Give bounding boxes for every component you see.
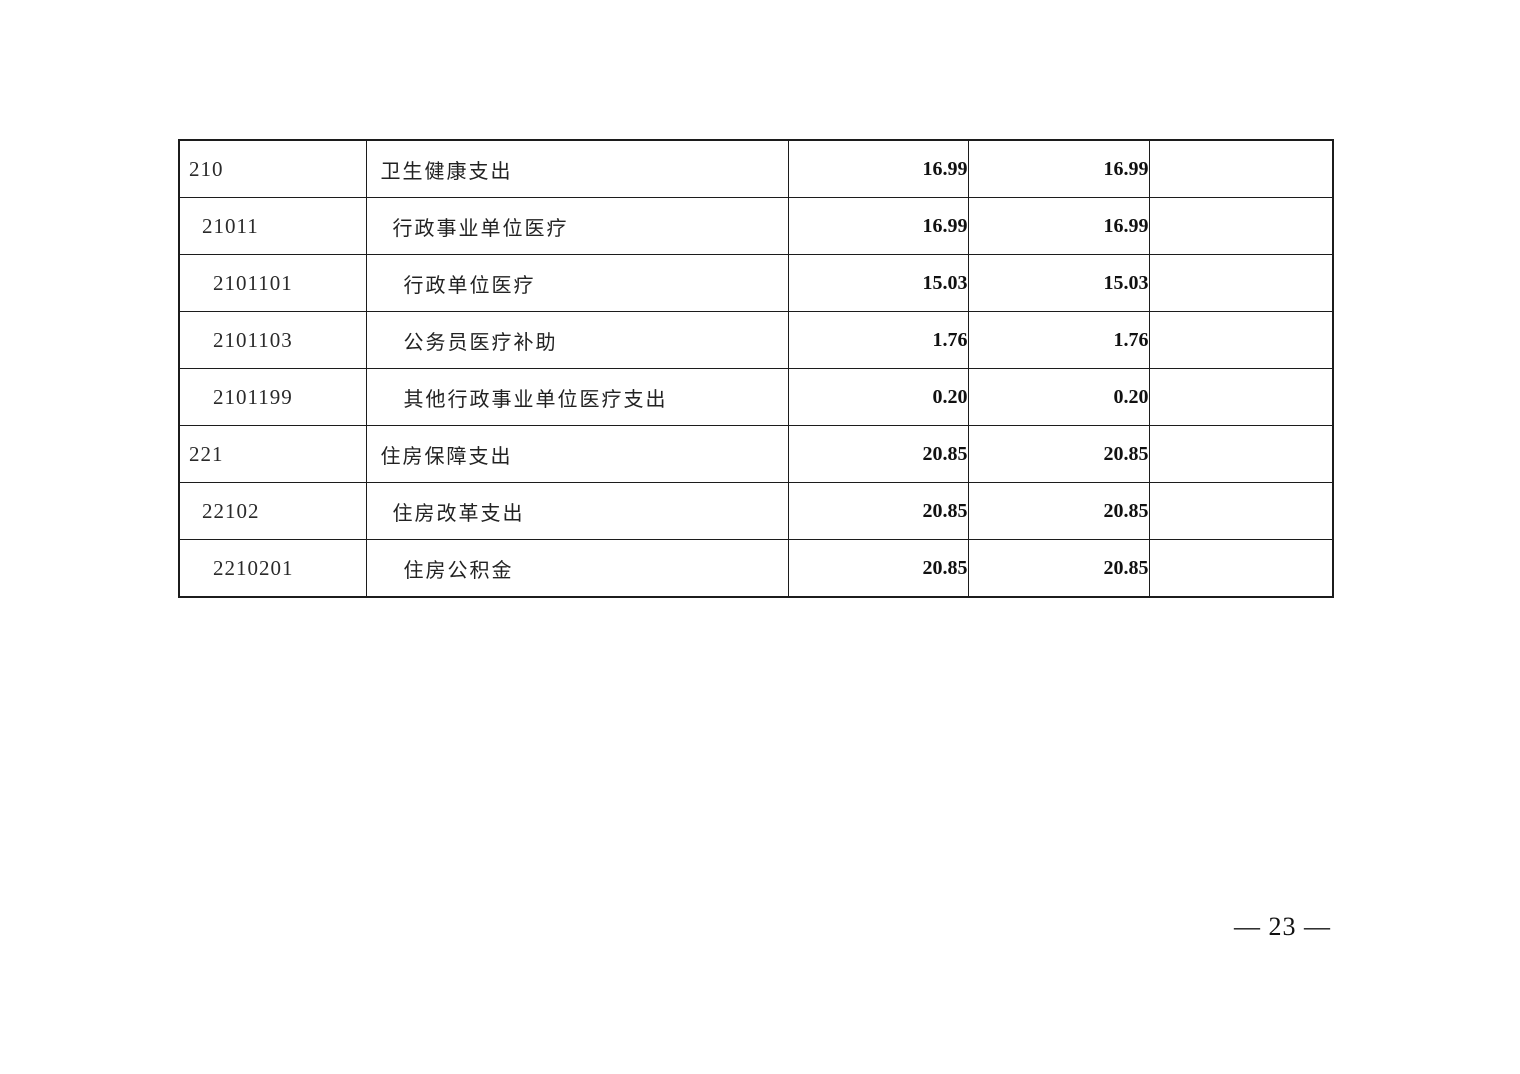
budget-code-cell: 2101103 <box>178 311 367 369</box>
notes-cell <box>1148 197 1334 255</box>
notes-cell <box>1148 368 1334 426</box>
notes-cell <box>1148 139 1334 198</box>
table-row: 22102 住房改革支出 20.85 20.85 <box>178 482 1334 540</box>
budget-code-cell: 221 <box>178 425 367 483</box>
amount-2-cell: 0.20 <box>967 368 1150 426</box>
budget-code-cell: 22102 <box>178 482 367 540</box>
table-row: 2101199 其他行政事业单位医疗支出 0.20 0.20 <box>178 368 1334 426</box>
notes-cell <box>1148 482 1334 540</box>
table-row: 2101103 公务员医疗补助 1.76 1.76 <box>178 311 1334 369</box>
item-name-cell: 公务员医疗补助 <box>365 311 789 369</box>
notes-cell <box>1148 311 1334 369</box>
amount-2-cell: 20.85 <box>967 539 1150 598</box>
table-row: 210 卫生健康支出 16.99 16.99 <box>178 139 1334 198</box>
item-name-cell: 行政事业单位医疗 <box>365 197 789 255</box>
table-row: 221 住房保障支出 20.85 20.85 <box>178 425 1334 483</box>
amount-1-cell: 16.99 <box>787 197 969 255</box>
amount-2-cell: 16.99 <box>967 139 1150 198</box>
amount-1-cell: 20.85 <box>787 482 969 540</box>
amount-1-cell: 20.85 <box>787 425 969 483</box>
budget-code-cell: 21011 <box>178 197 367 255</box>
item-name-cell: 其他行政事业单位医疗支出 <box>365 368 789 426</box>
budget-table: 210 卫生健康支出 16.99 16.99 21011 行政事业单位医疗 16… <box>178 139 1334 598</box>
amount-1-cell: 16.99 <box>787 139 969 198</box>
amount-1-cell: 20.85 <box>787 539 969 598</box>
amount-2-cell: 1.76 <box>967 311 1150 369</box>
amount-2-cell: 20.85 <box>967 482 1150 540</box>
budget-code-cell: 2101101 <box>178 254 367 312</box>
budget-table-body: 210 卫生健康支出 16.99 16.99 21011 行政事业单位医疗 16… <box>178 139 1334 598</box>
budget-code-cell: 210 <box>178 139 367 198</box>
notes-cell <box>1148 254 1334 312</box>
budget-code-cell: 2210201 <box>178 539 367 598</box>
amount-2-cell: 15.03 <box>967 254 1150 312</box>
notes-cell <box>1148 539 1334 598</box>
amount-2-cell: 20.85 <box>967 425 1150 483</box>
table-row: 21011 行政事业单位医疗 16.99 16.99 <box>178 197 1334 255</box>
item-name-cell: 住房改革支出 <box>365 482 789 540</box>
amount-1-cell: 0.20 <box>787 368 969 426</box>
amount-1-cell: 1.76 <box>787 311 969 369</box>
item-name-cell: 行政单位医疗 <box>365 254 789 312</box>
page-number: — 23 — <box>1234 912 1331 941</box>
notes-cell <box>1148 425 1334 483</box>
item-name-cell: 卫生健康支出 <box>365 139 789 198</box>
amount-2-cell: 16.99 <box>967 197 1150 255</box>
amount-1-cell: 15.03 <box>787 254 969 312</box>
table-row: 2210201 住房公积金 20.85 20.85 <box>178 539 1334 598</box>
item-name-cell: 住房保障支出 <box>365 425 789 483</box>
item-name-cell: 住房公积金 <box>365 539 789 598</box>
budget-code-cell: 2101199 <box>178 368 367 426</box>
table-row: 2101101 行政单位医疗 15.03 15.03 <box>178 254 1334 312</box>
